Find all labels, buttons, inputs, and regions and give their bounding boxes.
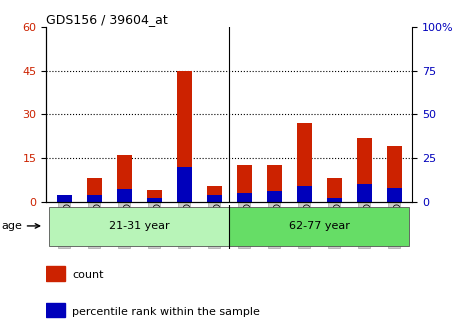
Bar — [46, 266, 65, 281]
Bar — [177, 167, 192, 202]
Bar — [147, 198, 162, 202]
Bar — [387, 187, 401, 202]
Bar — [229, 207, 409, 247]
Text: age: age — [1, 221, 40, 231]
Bar — [297, 186, 312, 202]
Bar — [49, 207, 229, 247]
Bar — [206, 195, 222, 202]
Bar — [46, 303, 65, 317]
Text: 21-31 year: 21-31 year — [109, 221, 169, 231]
Bar — [87, 178, 102, 202]
Bar — [357, 184, 372, 202]
Text: count: count — [72, 270, 103, 280]
Bar — [87, 195, 102, 202]
Bar — [57, 196, 72, 202]
Bar — [57, 195, 72, 202]
Bar — [297, 123, 312, 202]
Text: percentile rank within the sample: percentile rank within the sample — [72, 306, 260, 317]
Bar — [147, 190, 162, 202]
Bar — [237, 193, 252, 202]
Bar — [326, 178, 342, 202]
Bar — [267, 191, 282, 202]
Bar — [267, 165, 282, 202]
Bar — [206, 185, 222, 202]
Bar — [117, 190, 132, 202]
Bar — [117, 155, 132, 202]
Text: 62-77 year: 62-77 year — [289, 221, 350, 231]
Bar — [326, 198, 342, 202]
Bar — [387, 146, 401, 202]
Bar — [177, 71, 192, 202]
Bar — [237, 165, 252, 202]
Text: GDS156 / 39604_at: GDS156 / 39604_at — [46, 13, 168, 26]
Bar — [357, 137, 372, 202]
